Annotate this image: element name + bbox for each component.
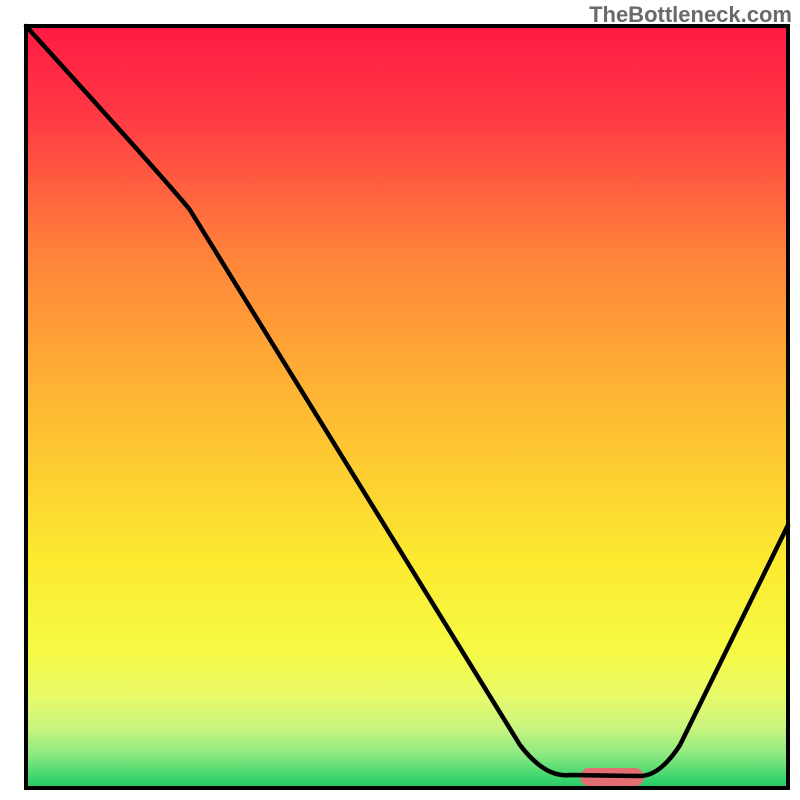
- bottleneck-chart: [0, 0, 800, 800]
- gradient-background: [26, 26, 788, 788]
- watermark-text: TheBottleneck.com: [589, 2, 792, 28]
- chart-container: TheBottleneck.com: [0, 0, 800, 800]
